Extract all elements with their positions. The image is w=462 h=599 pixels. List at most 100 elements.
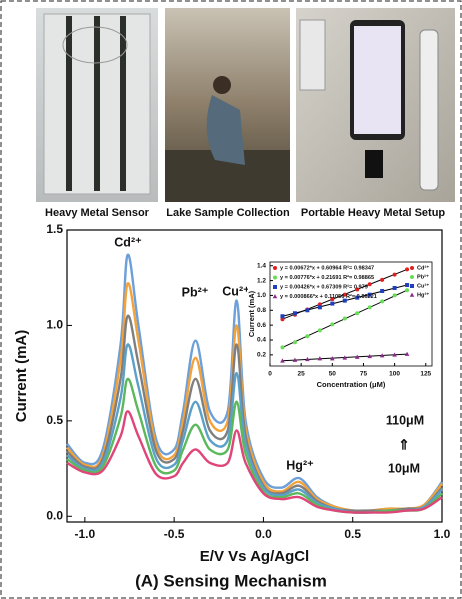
data-point <box>380 288 385 293</box>
y-tick-label: 0.4 <box>257 337 266 344</box>
data-point <box>305 334 310 339</box>
data-point <box>317 305 322 310</box>
data-point <box>317 328 322 333</box>
legend-marker <box>410 284 414 288</box>
data-point <box>379 353 385 358</box>
data-point <box>342 298 347 303</box>
data-point <box>355 295 360 300</box>
x-axis-label: E/V Vs Ag/AgCl <box>200 548 309 565</box>
x-tick-label: 75 <box>360 371 368 378</box>
x-tick-label: 125 <box>420 371 431 378</box>
photo-caption: Lake Sample Collection <box>166 207 290 219</box>
fit-equation: y = 0.000866*x + 0.11056 R²= 0.86221 <box>280 293 377 300</box>
data-point <box>342 292 347 297</box>
data-point <box>405 267 410 272</box>
data-point <box>317 356 323 361</box>
data-point <box>280 345 285 350</box>
data-point <box>367 305 372 310</box>
legend-marker <box>410 266 414 270</box>
data-point <box>280 358 285 363</box>
legend-label: Pb²⁺ <box>417 273 429 280</box>
data-point <box>292 311 297 316</box>
x-tick-label: 25 <box>298 371 306 378</box>
fit-equation: y = 0.00776*x + 0.21691 R²= 0.98865 <box>280 274 374 281</box>
x-tick-label: -0.5 <box>164 527 185 541</box>
photo-sensor <box>36 8 158 202</box>
data-point <box>392 352 397 357</box>
y-axis-label: Current (mA) <box>247 290 256 337</box>
x-tick-label: 0 <box>268 371 272 378</box>
data-point <box>392 272 397 277</box>
data-point <box>342 316 347 321</box>
y-axis-label: Current (mA) <box>13 330 30 423</box>
voltammogram-curve <box>66 410 443 514</box>
y-tick-label: 1.5 <box>46 222 63 236</box>
data-point <box>392 293 397 298</box>
legend-label: Hg²⁺ <box>417 291 429 298</box>
peak-annotation: Cu²⁺ <box>222 284 250 298</box>
legend-marker <box>273 266 277 270</box>
data-point <box>354 354 360 359</box>
data-point <box>392 286 397 290</box>
x-tick-label: 0.0 <box>255 527 272 541</box>
legend-marker <box>409 292 415 297</box>
x-tick-label: 50 <box>329 371 337 378</box>
peak-annotation: Cd²⁺ <box>114 235 142 249</box>
data-point <box>280 314 285 319</box>
photo-lake <box>165 8 290 202</box>
chart-title: (A) Sensing Mechanism <box>135 571 327 590</box>
plot-frame <box>269 261 433 367</box>
legend-marker <box>272 294 278 299</box>
data-point <box>405 288 410 293</box>
data-point <box>367 353 372 359</box>
legend-marker <box>273 285 277 289</box>
data-point <box>380 277 385 282</box>
x-axis-label: Concentration (μM) <box>317 380 386 389</box>
data-point <box>305 356 310 362</box>
peak-annotation: 110μM <box>386 413 424 427</box>
fit-equation: y = 0.00426*x + 0.67309 R²= 0.979 <box>280 283 368 290</box>
y-tick-label: 0.2 <box>257 352 266 359</box>
data-point <box>330 301 335 306</box>
photo-caption: Portable Heavy Metal Setup <box>301 207 446 219</box>
x-tick-label: 1.0 <box>434 527 451 541</box>
data-point <box>342 355 348 360</box>
data-point <box>405 283 410 288</box>
peak-annotation: Hg²⁺ <box>286 458 314 472</box>
x-tick-label: 100 <box>389 371 400 378</box>
peak-annotation: Pb²⁺ <box>182 285 209 299</box>
legend-label: Cu²⁺ <box>417 282 429 289</box>
x-tick-label: 0.5 <box>344 527 361 541</box>
y-tick-label: 0.6 <box>257 322 266 329</box>
legend-marker <box>410 275 414 279</box>
data-point <box>292 357 298 362</box>
data-point <box>404 351 410 356</box>
legend-marker <box>273 275 277 280</box>
data-point <box>367 282 372 287</box>
y-tick-label: 1.2 <box>257 277 266 284</box>
data-point <box>330 322 335 327</box>
voltammogram-curve <box>66 314 443 512</box>
peak-annotation: ⇑ <box>398 437 410 453</box>
data-point <box>380 299 385 304</box>
data-point <box>305 308 310 313</box>
y-tick-label: 0.5 <box>46 413 63 427</box>
x-tick-label: -1.0 <box>75 527 96 541</box>
y-tick-label: 0.0 <box>46 508 63 522</box>
data-point <box>355 311 360 316</box>
data-point <box>330 356 335 361</box>
data-point <box>355 287 360 292</box>
y-tick-label: 1.0 <box>46 318 63 332</box>
data-point <box>367 292 372 297</box>
photo-setup <box>296 8 455 202</box>
y-tick-label: 1.0 <box>257 292 266 299</box>
y-tick-label: 1.4 <box>257 262 266 269</box>
photo-caption: Heavy Metal Sensor <box>45 207 150 219</box>
peak-annotation: 10μM <box>388 461 420 475</box>
fit-equation: y = 0.00672*x + 0.60964 R²= 0.98347 <box>280 264 374 271</box>
data-point <box>292 340 297 345</box>
y-tick-label: 0.8 <box>257 307 266 314</box>
legend-label: Cd²⁺ <box>417 264 429 271</box>
data-point <box>330 297 335 302</box>
